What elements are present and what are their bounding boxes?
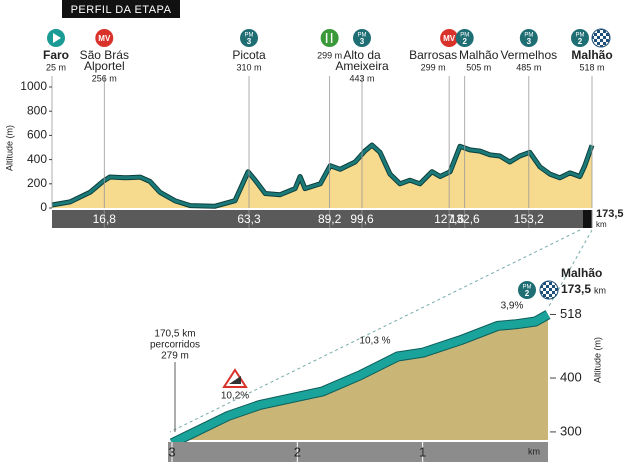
waypoint-altitude: 299 m bbox=[421, 62, 446, 72]
waypoint-name: Malhão bbox=[571, 48, 612, 62]
start-flag bbox=[53, 33, 61, 43]
y-axis-label: Altitude (m) bbox=[4, 125, 14, 171]
annotation: 10,2% bbox=[221, 391, 249, 402]
warning-slope bbox=[229, 376, 241, 384]
waypoint-name: Ameixeira bbox=[335, 59, 389, 73]
waypoint-name: São Brás bbox=[80, 48, 129, 62]
mv-icon bbox=[440, 29, 459, 47]
waypoint-name: Vermelhos bbox=[500, 48, 557, 62]
waypoint-altitude: 518 m bbox=[579, 62, 604, 72]
waypoint-altitude: 310 m bbox=[237, 62, 262, 72]
finish-icon bbox=[539, 280, 559, 300]
finish-name: Malhão bbox=[561, 266, 602, 280]
y-tick-label: 1000 bbox=[20, 79, 47, 93]
pm-icon bbox=[352, 29, 371, 47]
annotation: 3,9% bbox=[501, 301, 524, 312]
x-tick-label: 1 bbox=[419, 444, 426, 459]
waypoint-altitude: 256 m bbox=[92, 73, 117, 83]
annotation: 170,5 km bbox=[154, 329, 195, 340]
waypoint-altitude: 443 m bbox=[349, 73, 374, 83]
waypoint-name: Picota bbox=[232, 48, 266, 62]
waypoint-name: Faro bbox=[43, 48, 69, 62]
y-tick-label: 800 bbox=[27, 103, 47, 117]
waypoint-name: Barrosas bbox=[409, 48, 457, 62]
x-axis-bar bbox=[168, 442, 548, 462]
badge: PM bbox=[524, 33, 533, 39]
title-box bbox=[62, 0, 180, 18]
x-tick-label: 63,3 bbox=[237, 212, 261, 226]
badge: PM bbox=[460, 33, 469, 39]
category: 2 bbox=[462, 37, 467, 46]
x-tick-label: 127,6 bbox=[434, 212, 464, 226]
finish-bar bbox=[583, 210, 592, 228]
mv-icon bbox=[95, 29, 114, 47]
feed-icon bbox=[320, 29, 339, 47]
finish-unit: km bbox=[594, 285, 606, 295]
badge: MV bbox=[443, 34, 456, 43]
x-tick-label: 89,2 bbox=[318, 212, 342, 226]
badge: PM bbox=[576, 33, 585, 39]
x-axis-bar bbox=[52, 210, 592, 228]
line bbox=[51, 143, 594, 208]
pm-icon bbox=[519, 29, 538, 47]
x-tick-label: 99,6 bbox=[350, 212, 374, 226]
badge: PM bbox=[523, 285, 532, 291]
y-tick-label: 400 bbox=[27, 152, 47, 166]
x-tick-label: 132,6 bbox=[450, 212, 480, 226]
waypoint-name: Alto da bbox=[343, 48, 381, 62]
x-tick-label: 3 bbox=[168, 444, 175, 459]
x-axis-label: km bbox=[528, 446, 540, 456]
waypoint-altitude: 25 m bbox=[46, 62, 66, 72]
y-tick-label: 200 bbox=[27, 176, 47, 190]
pm-icon bbox=[571, 29, 589, 47]
pm-icon bbox=[240, 29, 259, 47]
category: 3 bbox=[360, 37, 365, 46]
finish-icon bbox=[591, 28, 611, 48]
y-tick-label: 300 bbox=[560, 423, 582, 438]
waypoint-name: Alportel bbox=[84, 59, 125, 73]
y-tick-label: 400 bbox=[560, 369, 582, 384]
y-tick-label: 600 bbox=[27, 128, 47, 142]
badge: MV bbox=[98, 34, 111, 43]
line bbox=[170, 311, 550, 447]
x-axis-label: km bbox=[596, 220, 607, 229]
waypoint-altitude: 485 m bbox=[516, 62, 541, 72]
annotation: percorridos bbox=[150, 340, 200, 351]
x-tick-label: 2 bbox=[294, 444, 301, 459]
x-tick-label: 16,8 bbox=[93, 212, 117, 226]
badge: PM bbox=[357, 33, 366, 39]
annotation: 10,3 % bbox=[359, 336, 390, 347]
category: 2 bbox=[525, 289, 530, 298]
x-tick-label: 153,2 bbox=[514, 212, 544, 226]
waypoint-name: Malhão bbox=[459, 48, 499, 62]
fork bbox=[325, 33, 333, 43]
annotation: 279 m bbox=[161, 351, 189, 362]
pm-icon bbox=[518, 281, 536, 299]
badge: PM bbox=[245, 33, 254, 39]
waypoint-altitude: 505 m bbox=[466, 62, 491, 72]
zoom-connector bbox=[169, 229, 581, 433]
y-tick-label: 0 bbox=[40, 200, 47, 214]
category: 3 bbox=[527, 37, 532, 46]
finish-distance: 173,5 bbox=[561, 282, 591, 296]
y-tick-label: 518 bbox=[560, 306, 582, 321]
category: 2 bbox=[578, 37, 583, 46]
category: 3 bbox=[247, 37, 252, 46]
title: PERFIL DA ETAPA bbox=[71, 4, 172, 16]
warning-icon bbox=[222, 368, 248, 388]
y-axis-label: Altitude (m) bbox=[592, 337, 602, 383]
x-tick-label: 173,5 bbox=[596, 208, 624, 220]
waypoint-altitude: 299 m bbox=[317, 50, 342, 60]
pm-icon bbox=[455, 29, 474, 47]
